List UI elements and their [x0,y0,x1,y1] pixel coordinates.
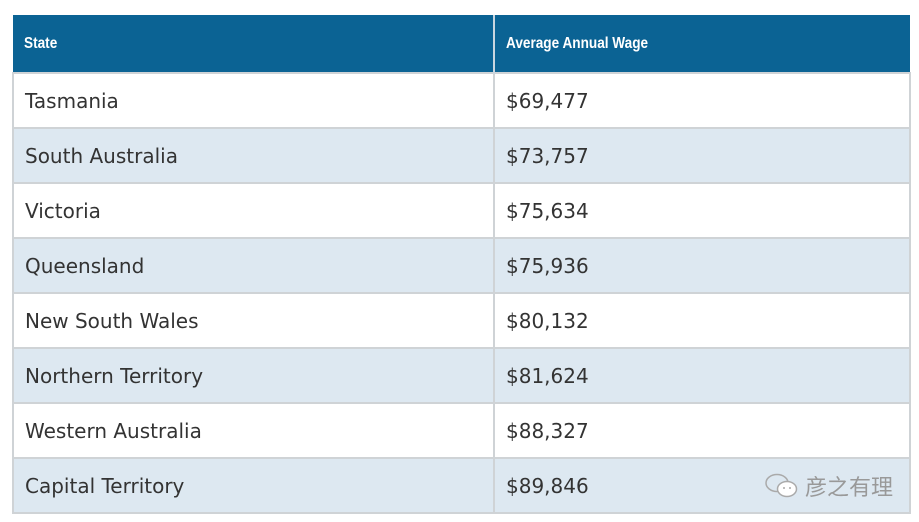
wechat-icon [765,473,798,498]
wage-cell: $73,757 [493,127,911,184]
wage-cell: $80,132 [493,292,911,349]
wage-cell: $81,624 [493,347,911,404]
table-row: South Australia $73,757 [12,127,911,184]
state-cell: Capital Territory [12,457,495,514]
state-cell: New South Wales [12,292,495,349]
table-row: Victoria $75,634 [12,182,911,239]
header-state: State [13,15,495,73]
header-label: Average Annual Wage [506,34,649,52]
state-cell: South Australia [12,127,495,184]
wage-table: State Average Annual Wage Tasmania $69,47… [12,15,911,514]
state-cell: Victoria [12,182,495,239]
header-label: State [24,34,58,52]
state-cell: Queensland [12,237,495,294]
header-wage: Average Annual Wage [494,15,910,73]
watermark-text: 彦之有理 [804,476,893,501]
watermark: 彦之有理 [765,470,893,502]
wage-cell: $69,477 [493,72,911,129]
table-row: Tasmania $69,477 [12,72,911,129]
wage-cell: $75,634 [493,182,911,239]
table-row: New South Wales $80,132 [12,292,911,349]
table-row: Northern Territory $81,624 [12,347,911,404]
table-row: Western Australia $88,327 [12,402,911,459]
table-row: Capital Territory $89,846 [12,457,911,514]
wage-cell: $88,327 [493,402,911,459]
state-cell: Western Australia [12,402,495,459]
wage-cell: $75,936 [493,237,911,294]
state-cell: Northern Territory [12,347,495,404]
wage-cell: $89,846 [493,457,911,514]
header-row: State Average Annual Wage [13,15,910,73]
state-cell: Tasmania [12,72,495,129]
table-row: Queensland $75,936 [12,237,911,294]
